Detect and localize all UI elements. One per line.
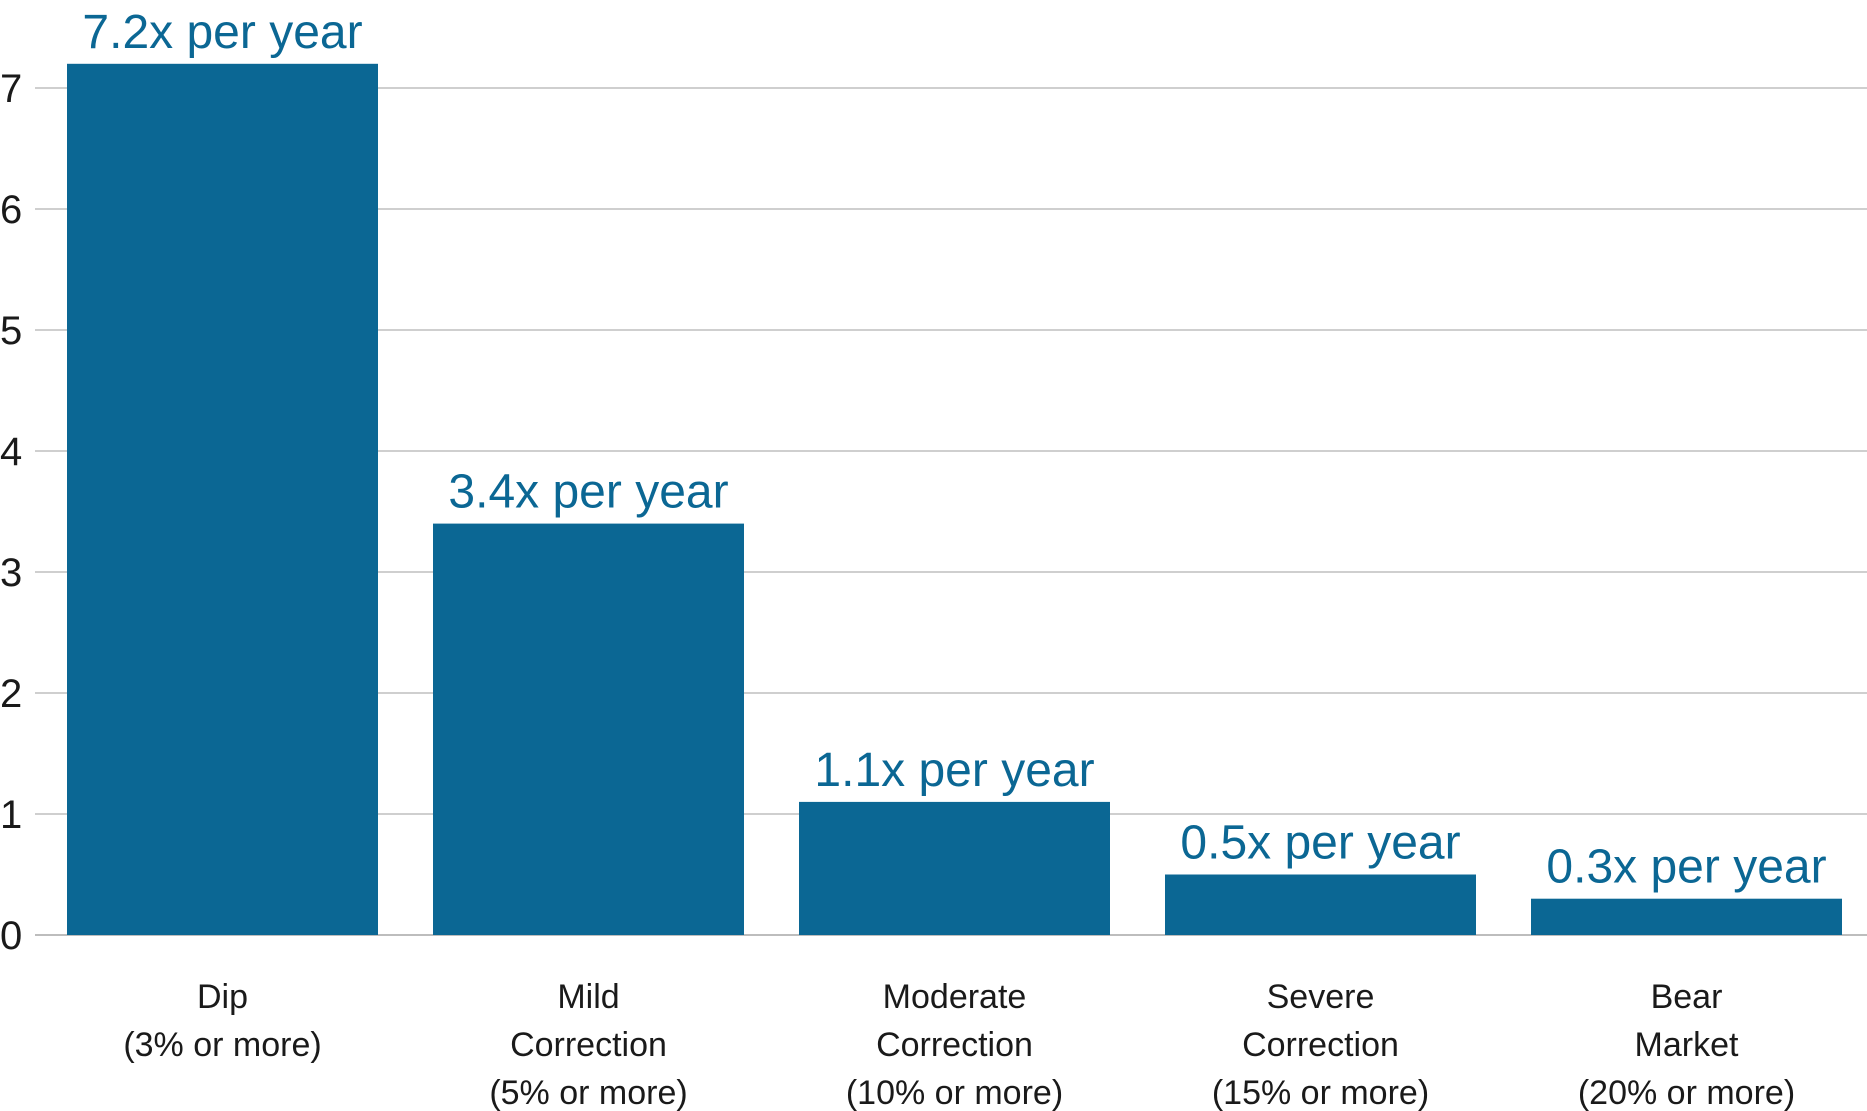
y-tick-label: 2 xyxy=(0,672,22,716)
category-label-line: (10% or more) xyxy=(846,1074,1063,1111)
bar xyxy=(1531,898,1842,935)
category-label-line: (5% or more) xyxy=(489,1074,687,1111)
category-label: Moderate Correction (10% or more) xyxy=(846,978,1063,1111)
category-label-line: Market xyxy=(1635,1026,1739,1064)
category-label-line: Bear xyxy=(1651,978,1723,1016)
bar xyxy=(799,801,1110,935)
category-label: Dip (3% or more) xyxy=(123,978,321,1064)
bars xyxy=(67,63,1842,936)
bar xyxy=(1165,874,1476,935)
y-tick-label: 6 xyxy=(0,188,22,232)
category-label-line: Correction xyxy=(876,1026,1033,1064)
category-label-line: (15% or more) xyxy=(1212,1074,1429,1111)
category-label-line: Correction xyxy=(510,1026,667,1064)
data-label: 0.5x per year xyxy=(1180,817,1460,870)
y-tick-label: 7 xyxy=(0,67,22,111)
data-label: 3.4x per year xyxy=(448,466,728,519)
bar xyxy=(433,523,744,935)
data-label: 1.1x per year xyxy=(814,744,1094,797)
y-tick-label: 3 xyxy=(0,551,22,595)
y-tick-label: 5 xyxy=(0,309,22,353)
category-label-line: Correction xyxy=(1242,1026,1399,1064)
y-axis-ticks: 0 1 2 3 4 5 6 7 xyxy=(0,67,22,958)
data-label: 0.3x per year xyxy=(1546,841,1826,894)
category-label: Severe Correction (15% or more) xyxy=(1212,978,1429,1111)
category-label-line: (20% or more) xyxy=(1578,1074,1795,1111)
category-label-line: Moderate xyxy=(883,978,1027,1016)
data-labels: 7.2x per year 3.4x per year 1.1x per year 0… xyxy=(82,6,1826,894)
bar xyxy=(67,63,378,936)
category-label-line: Dip xyxy=(197,978,248,1016)
y-tick-label: 1 xyxy=(0,793,22,837)
x-axis-categories: Dip (3% or more) Mild Correction (5% or more… xyxy=(123,978,1795,1111)
data-label: 7.2x per year xyxy=(82,6,362,59)
y-tick-label: 4 xyxy=(0,430,22,474)
category-label-line: Severe xyxy=(1267,978,1375,1016)
category-label: Mild Correction (5% or more) xyxy=(489,978,687,1111)
y-tick-label: 0 xyxy=(0,914,22,958)
category-label-line: Mild xyxy=(557,978,619,1016)
category-label-line: (3% or more) xyxy=(123,1026,321,1064)
category-label: Bear Market (20% or more) xyxy=(1578,978,1795,1111)
